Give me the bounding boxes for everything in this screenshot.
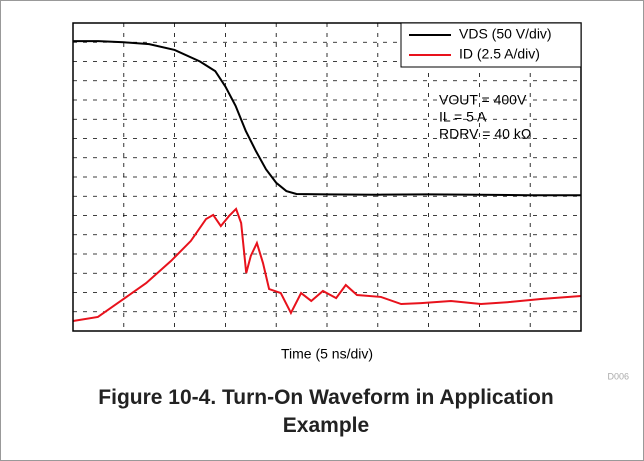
caption: Figure 10-4. Turn-On Waveform in Applica…: [98, 386, 554, 437]
annotation: IL = 5 A: [439, 109, 487, 125]
annotation: RDRV = 40 kΩ: [439, 126, 531, 142]
chart: Time (5 ns/div) D006 VDS (50 V/div) ID (2…: [72, 22, 629, 381]
legend-label: ID (2.5 A/div): [459, 46, 540, 62]
series-line: [73, 40, 581, 197]
legend-box: [400, 22, 582, 68]
series-line: [72, 207, 582, 322]
legend-label: VDS (50 V/div): [459, 26, 552, 42]
figure-code: D006: [607, 371, 629, 381]
plot-border: [72, 22, 582, 332]
annotation: VOUT = 400V: [439, 92, 527, 108]
x-axis-label: Time (5 ns/div): [281, 346, 373, 362]
